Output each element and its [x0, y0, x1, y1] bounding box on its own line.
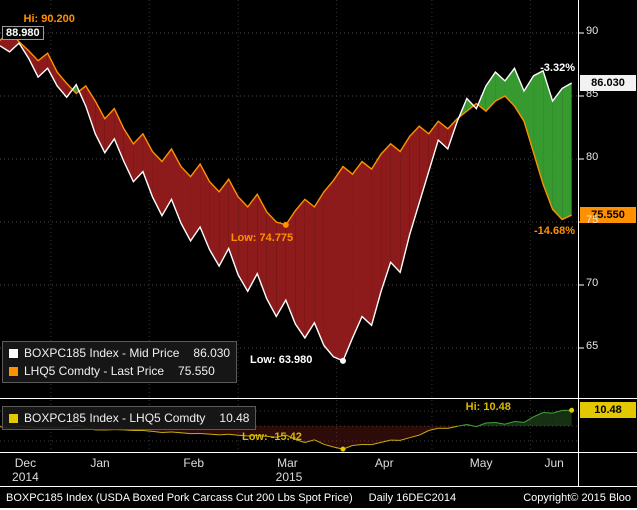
- annotation-start-price-boxpc185: 88.980: [2, 25, 44, 40]
- y-axis-tick-label: 90: [586, 25, 599, 37]
- legend-value-lhq5: 75.550: [178, 364, 215, 378]
- last-price-badge-lhq5: 75.550: [580, 207, 636, 224]
- lhq5-series-swatch: [9, 366, 18, 376]
- boxpc185-series-swatch: [9, 348, 18, 358]
- pct-change-lhq5: -14.68%: [534, 225, 575, 238]
- annotation-hi-lhq5: Hi: 90.200: [23, 13, 75, 26]
- y-axis-tick-label: 85: [586, 88, 599, 100]
- legend-label-lhq5: LHQ5 Comdty - Last Price: [24, 364, 165, 378]
- x-axis-year-label: 2015: [275, 470, 303, 484]
- y-axis-tick-label: 70: [586, 277, 599, 289]
- x-axis-month-label: Jun: [544, 456, 564, 470]
- last-value-badge-spread: 10.48: [580, 402, 636, 419]
- chart-overlay: BOXPC185 Index - Mid Price 86.030 LHQ5 C…: [2, 13, 636, 484]
- x-axis-month-label: Jan: [90, 456, 110, 470]
- x-axis-month-label: Feb: [183, 456, 205, 470]
- spread-panel-legend: BOXPC185 Index - LHQ5 Comdty 10.48: [2, 406, 257, 430]
- annotation-hi-spread: Hi: 10.48: [465, 401, 511, 414]
- annotation-low-lhq5: Low: 74.775: [230, 231, 294, 244]
- chart-description: BOXPC185 Index (USDA Boxed Pork Carcass …: [6, 491, 353, 504]
- status-bar: BOXPC185 Index (USDA Boxed Pork Carcass …: [0, 487, 637, 508]
- legend-row-lhq5[interactable]: LHQ5 Comdty - Last Price 75.550: [9, 362, 230, 380]
- legend-row-spread[interactable]: BOXPC185 Index - LHQ5 Comdty 10.48: [9, 409, 249, 427]
- x-axis-month-label: Apr: [374, 456, 394, 470]
- main-chart-legend: BOXPC185 Index - Mid Price 86.030 LHQ5 C…: [2, 341, 238, 383]
- chart-periodicity: Daily 16DEC2014: [368, 491, 457, 504]
- last-price-badge-boxpc185: 86.030: [580, 75, 636, 92]
- x-axis-month-label: May: [469, 456, 493, 470]
- x-axis-year-label: 2014: [12, 470, 39, 484]
- spread-series-swatch: [9, 413, 18, 423]
- copyright-text: Copyright© 2015 Bloo: [523, 491, 631, 504]
- y-axis-tick-label: 80: [586, 151, 599, 163]
- legend-label-boxpc185: BOXPC185 Index - Mid Price: [24, 346, 180, 360]
- pct-change-boxpc185: -3.32%: [540, 62, 575, 75]
- legend-value-spread: 10.48: [219, 411, 250, 425]
- y-axis-tick-label: 75: [586, 214, 599, 226]
- annotation-low-spread: Low: -15.42: [241, 431, 302, 444]
- legend-label-spread: BOXPC185 Index - LHQ5 Comdty: [24, 411, 206, 425]
- legend-value-boxpc185: 86.030: [193, 346, 231, 360]
- x-axis-month-label: Mar: [277, 456, 298, 470]
- x-axis-month-label: Dec: [14, 456, 37, 470]
- legend-row-boxpc185[interactable]: BOXPC185 Index - Mid Price 86.030: [9, 344, 230, 362]
- y-axis-tick-label: 65: [586, 340, 599, 352]
- annotation-low-boxpc185: Low: 63.980: [249, 353, 313, 366]
